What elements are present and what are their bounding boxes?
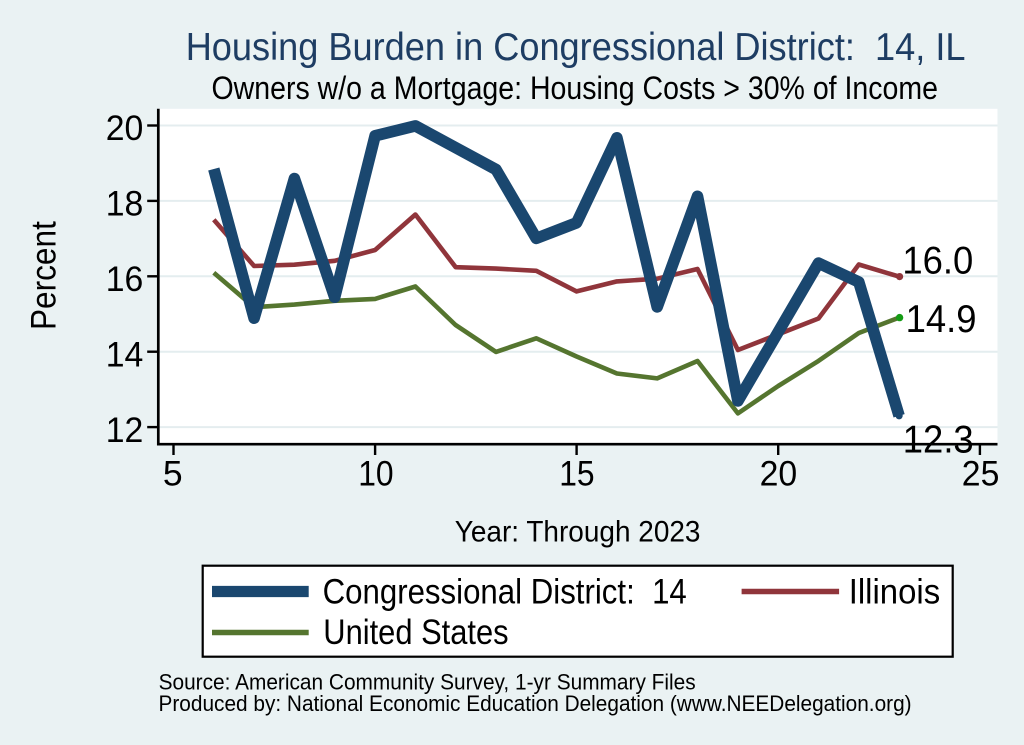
- svg-text:Percent: Percent: [24, 221, 63, 330]
- svg-text:Produced by: National Economic: Produced by: National Economic Education…: [159, 691, 912, 716]
- svg-text:10: 10: [358, 454, 393, 494]
- svg-text:Congressional District: 14: Congressional District: 14: [323, 571, 687, 611]
- svg-text:16.0: 16.0: [902, 240, 973, 283]
- svg-text:25: 25: [962, 454, 1000, 494]
- svg-text:20: 20: [106, 108, 144, 148]
- svg-text:Illinois: Illinois: [849, 571, 941, 611]
- svg-text:14.9: 14.9: [906, 298, 977, 341]
- svg-text:16: 16: [106, 259, 144, 299]
- svg-text:Housing Burden in Congressiona: Housing Burden in Congressional District…: [186, 26, 966, 69]
- svg-text:14: 14: [106, 334, 144, 374]
- svg-text:15: 15: [559, 454, 594, 494]
- svg-text:18: 18: [106, 184, 144, 224]
- svg-text:Year: Through 2023: Year: Through 2023: [455, 516, 701, 549]
- svg-text:12: 12: [106, 410, 144, 450]
- svg-text:Source: American Community Sur: Source: American Community Survey, 1-yr …: [159, 670, 696, 695]
- svg-text:United States: United States: [323, 612, 508, 652]
- svg-text:20: 20: [760, 454, 798, 494]
- svg-text:Owners w/o a Mortgage: Housing: Owners w/o a Mortgage: Housing Costs > 3…: [212, 70, 939, 106]
- svg-text:5: 5: [163, 454, 183, 494]
- svg-text:12.3: 12.3: [903, 418, 974, 461]
